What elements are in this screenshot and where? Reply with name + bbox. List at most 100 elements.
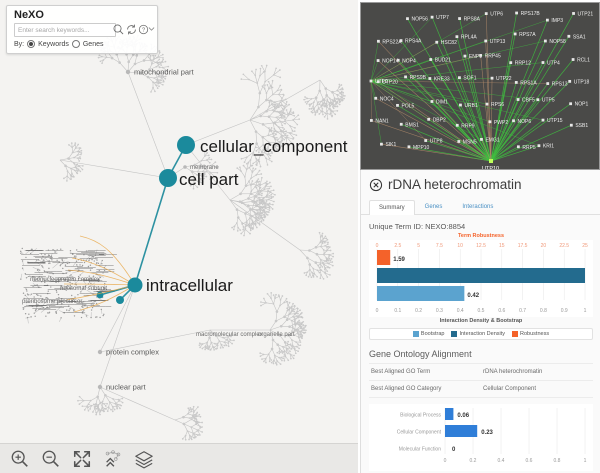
svg-text:———: ——— — [68, 299, 86, 305]
gene-label[interactable]: UTP4 — [547, 61, 560, 67]
refresh-icon[interactable] — [125, 23, 138, 36]
gene-label[interactable]: RPS8A — [464, 17, 481, 23]
gene-label[interactable]: UTP9 — [375, 79, 388, 85]
gene-label[interactable]: UTP18 — [574, 79, 590, 85]
gene-label[interactable]: RRP12 — [515, 61, 531, 67]
gene-label[interactable]: KRE33 — [434, 77, 450, 83]
gene-label[interactable]: UTP8 — [430, 139, 443, 145]
legend-label-interaction-density: Interaction Density — [459, 331, 506, 337]
viewer-toolbar[interactable] — [0, 443, 358, 473]
gene-label[interactable]: NOC4 — [380, 96, 394, 102]
gene-label[interactable]: DIM1 — [436, 99, 448, 105]
svg-text:———: ——— — [32, 306, 50, 312]
gene-label[interactable]: POL5 — [401, 103, 414, 109]
gene-label[interactable]: UTP15 — [547, 118, 563, 124]
axis-tick-bottom: 0.5 — [478, 308, 485, 312]
search-icon[interactable] — [112, 23, 125, 36]
gene-label[interactable]: UTP7 — [436, 15, 449, 21]
gene-label[interactable]: BUD21 — [435, 58, 451, 64]
gene-label[interactable]: RCL1 — [577, 58, 590, 64]
radio-keywords[interactable] — [27, 40, 36, 48]
tab-summary[interactable]: Summary — [369, 200, 415, 215]
gene-label[interactable]: RPS7A — [519, 32, 536, 38]
hierarchy-viewer[interactable]: ——— ——— ——— ——— ——— ——— ——— ——— ——— ——— ——— ——— ——— —… — [0, 0, 358, 473]
close-circle-icon[interactable] — [369, 178, 383, 192]
tab-genes[interactable]: Genes — [424, 204, 443, 210]
term-detail-panel[interactable]: rDNA heterochromatin Summary Genes Inter… — [360, 170, 600, 473]
zoom-in-icon[interactable] — [10, 449, 30, 469]
gene-label[interactable]: HSC82 — [441, 40, 457, 46]
collapse-icon[interactable] — [147, 23, 156, 36]
axis-tick-bottom: 0.3 — [436, 308, 443, 312]
gene-label[interactable]: RPL4A — [461, 35, 478, 41]
help-icon[interactable]: ? — [137, 23, 150, 36]
gene-label[interactable]: RPS9B — [410, 75, 427, 81]
gene-label[interactable]: RPS13 — [552, 82, 568, 88]
gene-label[interactable]: NAN1 — [375, 118, 389, 124]
gene-label[interactable]: UTP13 — [490, 39, 506, 45]
gene-label[interactable]: RPS6 — [491, 102, 504, 108]
fit-screen-icon[interactable] — [72, 449, 92, 469]
gene-label[interactable]: RPS22A — [382, 39, 402, 45]
gene-label[interactable]: ENP1 — [469, 54, 482, 60]
search-by-row[interactable]: By: Keywords Genes — [14, 40, 103, 48]
tab-interactions[interactable]: Interactions — [462, 204, 494, 210]
hub-label[interactable]: UTP10 — [482, 166, 499, 169]
gene-label[interactable]: MPP10 — [413, 145, 430, 151]
zoom-out-icon[interactable] — [41, 449, 61, 469]
collapse-tree-icon[interactable] — [103, 449, 123, 469]
svg-text:———: ——— — [34, 270, 52, 276]
axis-tick: 0.4 — [498, 458, 505, 464]
gene-label[interactable]: NOP6 — [518, 119, 532, 125]
detail-tabs[interactable]: Summary Genes Interactions — [361, 199, 600, 215]
gene-label[interactable]: EMG1 — [485, 137, 499, 143]
gene-label[interactable]: NOP58 — [549, 39, 566, 45]
search-input[interactable] — [14, 23, 116, 37]
search-by-label: By: — [14, 40, 25, 48]
gene-label[interactable]: PWP2 — [494, 120, 508, 126]
detail-header: rDNA heterochromatin — [361, 170, 600, 196]
network-graph[interactable]: UTP9 NOP56 UTP7 RPS8A UTP6 RPS17B IMP3 UTP21 RPS… — [361, 3, 599, 169]
hierarchy-tree[interactable]: ————————————————————————————————————————… — [0, 0, 358, 473]
gene-label[interactable]: BMS1 — [405, 122, 419, 128]
gene-label[interactable]: NOP1 — [575, 102, 589, 108]
node-cell-part[interactable] — [159, 169, 177, 187]
gene-label[interactable]: CBF5 — [522, 98, 535, 104]
svg-text:———: ——— — [22, 263, 40, 269]
gene-label[interactable]: KRI1 — [543, 144, 554, 150]
gene-label[interactable]: MSN5 — [463, 139, 477, 145]
svg-text:———: ——— — [48, 271, 66, 277]
gene-label[interactable]: SSA1 — [573, 34, 586, 40]
gene-label[interactable]: RPS17B — [521, 11, 541, 17]
search-panel[interactable]: NeXO ? By: Keywords Genes — [6, 5, 158, 54]
radio-genes[interactable] — [71, 40, 80, 48]
gene-label[interactable]: SOF1 — [463, 76, 476, 82]
gene-label[interactable]: RRP45 — [485, 53, 501, 59]
gene-label[interactable]: UTP6 — [490, 12, 503, 18]
svg-text:———: ——— — [33, 292, 51, 298]
tree-highlight-nodes[interactable]: cellular_component cell part intracellul… — [127, 136, 348, 295]
gene-label[interactable]: RRP9 — [461, 123, 475, 129]
gene-label[interactable]: IMP3 — [551, 18, 563, 24]
gene-label[interactable]: SSB1 — [575, 123, 588, 129]
node-intracellular[interactable] — [127, 277, 143, 293]
gene-label[interactable]: UTP20 — [382, 80, 398, 86]
gene-label[interactable]: UTP21 — [578, 11, 594, 17]
svg-text:———: ——— — [96, 263, 114, 269]
gene-label[interactable]: DBP2 — [433, 117, 446, 123]
gene-network-view[interactable]: UTP9 NOP56 UTP7 RPS8A UTP6 RPS17B IMP3 UTP21 RPS… — [360, 2, 600, 170]
gene-label[interactable]: SIK1 — [385, 142, 396, 148]
gene-label[interactable]: UTP22 — [496, 76, 512, 82]
gene-label[interactable]: UTP5 — [542, 98, 555, 104]
gene-label[interactable]: NOP56 — [411, 17, 428, 23]
gene-label[interactable]: URB1 — [464, 103, 478, 109]
layers-icon[interactable] — [134, 449, 154, 469]
gene-label[interactable]: RRP5 — [522, 145, 536, 151]
detail-title: rDNA heterochromatin — [388, 177, 522, 192]
gene-label[interactable]: NOP4 — [402, 58, 416, 64]
node-cellular-component[interactable] — [177, 136, 195, 154]
tree-small-nodes[interactable]: mitochondrial part membrane protein comp… — [22, 68, 295, 392]
gene-label[interactable]: RPS1A — [520, 80, 537, 86]
gene-label[interactable]: NOP14 — [382, 59, 399, 65]
gene-label[interactable]: RPS4A — [405, 39, 422, 45]
